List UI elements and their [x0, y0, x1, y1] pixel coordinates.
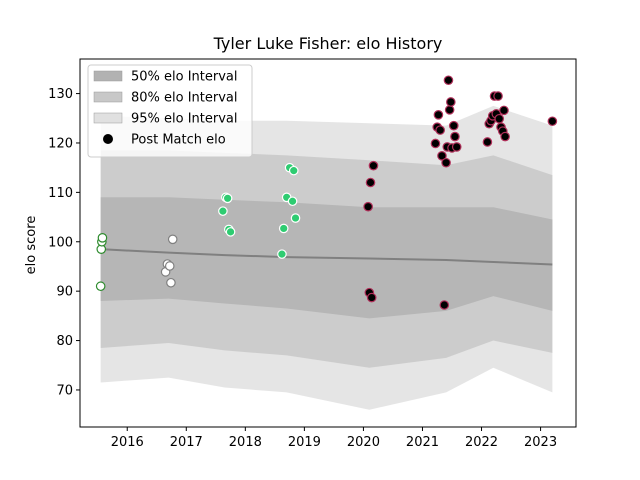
- data-point: [277, 249, 287, 259]
- legend-label: 50% elo Interval: [131, 70, 238, 85]
- y-tick-label: 100: [48, 235, 73, 250]
- data-point: [95, 281, 106, 292]
- data-point: [164, 261, 175, 271]
- data-point: [222, 193, 233, 204]
- data-point: [451, 142, 462, 152]
- x-tick-label: 2018: [229, 435, 262, 450]
- data-point: [166, 277, 176, 288]
- legend-box: [87, 64, 253, 158]
- data-point: [97, 233, 108, 243]
- data-point: [288, 165, 299, 176]
- data-point: [365, 177, 376, 188]
- data-point: [430, 138, 441, 149]
- data-point: [448, 120, 459, 131]
- plot-frame: [79, 58, 577, 428]
- legend: 50% elo Interval 80% elo Interval 95% elo …: [87, 64, 253, 158]
- data-point: [547, 116, 558, 127]
- data-point: [443, 75, 454, 86]
- data-point: [290, 213, 301, 223]
- y-axis-ticks: 70 80 90 100 110 120 130: [48, 87, 80, 398]
- data-point: [167, 234, 178, 245]
- legend-swatch: [93, 112, 123, 124]
- data-point: [366, 292, 377, 303]
- x-tick-label: 2016: [111, 435, 144, 450]
- post-match-points: [95, 75, 558, 310]
- data-point: [225, 227, 236, 237]
- data-point: [494, 113, 505, 124]
- y-tick-label: 90: [56, 285, 73, 300]
- data-point: [439, 300, 450, 310]
- data-point: [287, 196, 298, 207]
- data-point: [437, 151, 447, 161]
- y-tick-label: 80: [56, 334, 73, 349]
- data-point: [441, 157, 451, 168]
- y-tick-label: 120: [48, 136, 73, 151]
- data-point: [444, 105, 455, 115]
- x-tick-label: 2021: [406, 435, 439, 450]
- data-point: [450, 131, 460, 142]
- x-tick-label: 2023: [524, 435, 557, 450]
- chart-title: Tyler Luke Fisher: elo History: [213, 34, 443, 53]
- x-tick-label: 2019: [288, 435, 321, 450]
- rating-line: [100, 248, 553, 266]
- x-tick-label: 2017: [170, 435, 203, 450]
- rating-line-group: [100, 248, 553, 266]
- y-axis-label: elo score: [24, 216, 39, 275]
- legend-swatch: [93, 70, 123, 82]
- data-point: [493, 91, 503, 101]
- data-point: [278, 223, 289, 234]
- data-point: [363, 201, 373, 212]
- y-tick-label: 130: [48, 87, 73, 102]
- data-point: [435, 125, 445, 135]
- x-axis-ticks: 2016 2017 2018 2019 2020 2021 2022 2023: [111, 427, 557, 450]
- x-tick-label: 2020: [347, 435, 380, 450]
- data-point: [482, 137, 493, 147]
- data-point: [368, 160, 379, 171]
- legend-swatch: [93, 91, 123, 103]
- data-point: [433, 110, 444, 120]
- data-point: [499, 105, 509, 116]
- y-tick-label: 110: [48, 186, 73, 201]
- data-point: [446, 97, 456, 107]
- data-point: [500, 131, 510, 142]
- legend-label: 95% elo Interval: [131, 112, 238, 127]
- data-point: [218, 206, 228, 216]
- legend-marker: [103, 134, 113, 144]
- legend-label: Post Match elo: [131, 133, 226, 148]
- legend-label: 80% elo Interval: [131, 91, 238, 106]
- x-tick-label: 2022: [465, 435, 498, 450]
- y-tick-label: 70: [56, 383, 73, 398]
